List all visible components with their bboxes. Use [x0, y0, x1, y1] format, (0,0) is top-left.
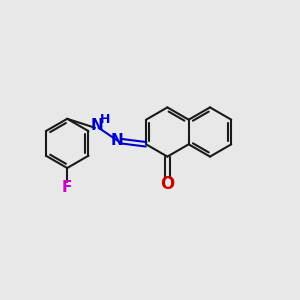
Text: N: N: [111, 133, 123, 148]
Text: N: N: [91, 118, 103, 133]
Text: F: F: [62, 180, 72, 195]
Text: O: O: [160, 175, 175, 193]
Text: H: H: [100, 113, 110, 126]
